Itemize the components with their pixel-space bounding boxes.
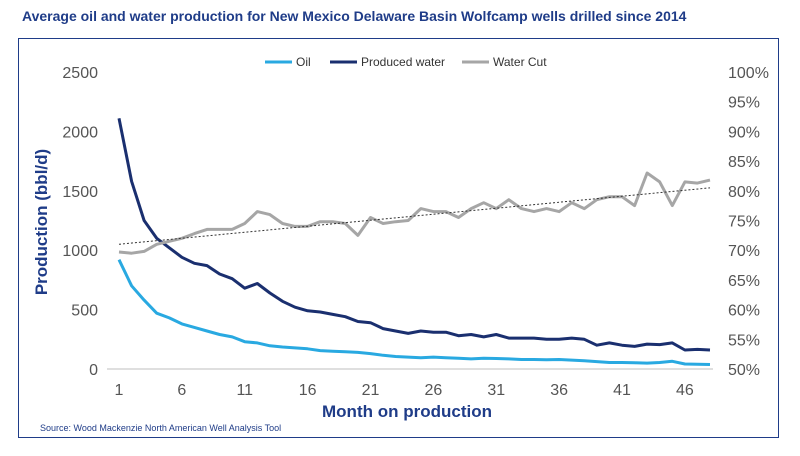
y-tick-label: 2000 xyxy=(62,124,98,141)
legend-oil-label: Oil xyxy=(296,55,311,69)
y2-tick-label: 55% xyxy=(728,332,760,349)
x-tick-label: 21 xyxy=(362,382,380,399)
y2-tick-label: 75% xyxy=(728,214,760,231)
y-tick-label: 500 xyxy=(71,303,98,320)
x-tick-label: 6 xyxy=(177,382,186,399)
y2-tick-label: 95% xyxy=(728,95,760,112)
chart-title: Average oil and water production for New… xyxy=(22,8,687,24)
y2-tick-label: 85% xyxy=(728,154,760,171)
right-axis: 50% 55% 60% 65% 70% 75% 80% 85% 90% 95% 100% xyxy=(728,65,769,379)
y2-tick-label: 80% xyxy=(728,184,760,201)
legend-watercut-label: Water Cut xyxy=(493,55,547,69)
x-axis: 1 6 11 16 21 26 31 36 41 46 xyxy=(115,382,694,399)
legend: Oil Produced water Water Cut xyxy=(265,55,547,69)
water-cut-trendline xyxy=(118,187,711,245)
x-tick-label: 16 xyxy=(299,382,317,399)
y-tick-label: 0 xyxy=(89,362,98,379)
y-tick-label: 1500 xyxy=(62,184,98,201)
chart-frame xyxy=(18,38,779,438)
source-note: Source: Wood Mackenzie North American We… xyxy=(40,423,281,433)
y-tick-label: 2500 xyxy=(62,65,98,82)
x-tick-label: 41 xyxy=(613,382,631,399)
y-tick-label: 1000 xyxy=(62,243,98,260)
y2-tick-label: 100% xyxy=(728,65,769,82)
x-tick-label: 36 xyxy=(550,382,568,399)
x-tick-label: 46 xyxy=(676,382,694,399)
y2-tick-label: 90% xyxy=(728,124,760,141)
x-tick-label: 11 xyxy=(236,382,253,399)
x-axis-title: Month on production xyxy=(322,402,492,421)
water-cut-series-line xyxy=(118,171,711,255)
y2-tick-label: 50% xyxy=(728,362,760,379)
y2-tick-label: 70% xyxy=(728,243,760,260)
x-tick-label: 26 xyxy=(424,382,442,399)
y-axis-title: Production (bbl/d) xyxy=(32,149,51,295)
x-tick-label: 1 xyxy=(115,382,124,399)
y2-tick-label: 65% xyxy=(728,273,760,290)
produced-water-series-line xyxy=(117,118,711,352)
oil-series-line xyxy=(117,259,711,366)
left-axis: 0 500 1000 1500 2000 2500 xyxy=(62,65,98,379)
x-tick-label: 31 xyxy=(487,382,505,399)
y2-tick-label: 60% xyxy=(728,303,760,320)
legend-water-label: Produced water xyxy=(361,55,445,69)
